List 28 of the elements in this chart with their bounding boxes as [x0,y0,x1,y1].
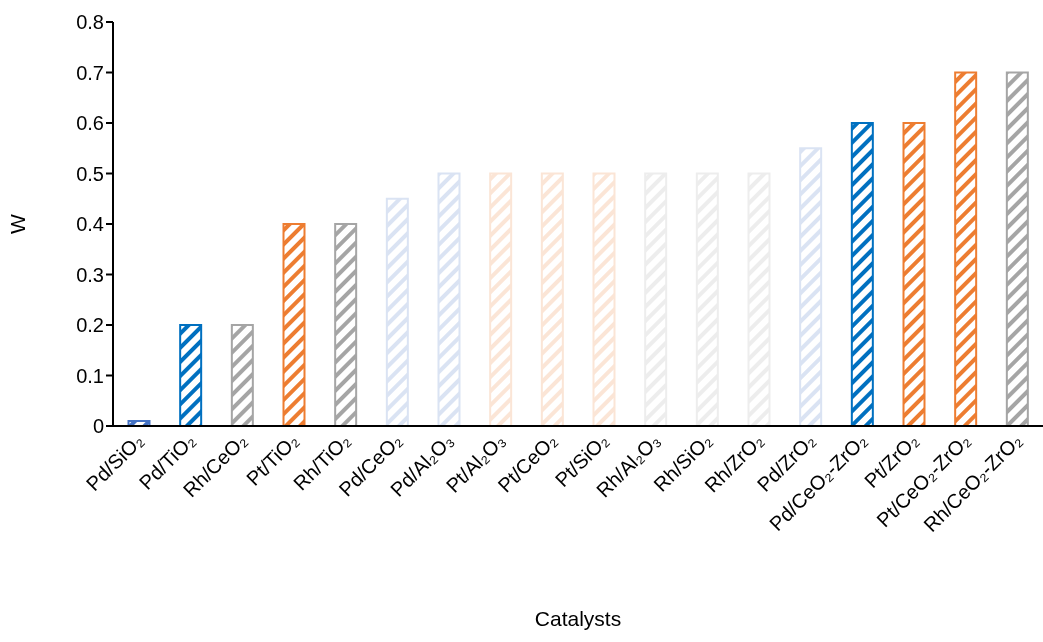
y-tick-label: 0 [92,415,104,438]
y-tick-label: 0.2 [76,314,104,337]
bar [282,223,306,426]
y-tick-label: 0.4 [76,213,104,236]
bar [179,324,203,426]
y-tick-label: 0.6 [76,112,104,135]
bar [954,71,978,426]
bar [644,172,668,426]
bar [799,147,823,426]
bar [902,122,926,426]
bar [540,172,564,426]
y-tick-label: 0.5 [76,162,104,185]
x-axis-title: Catalysts [534,607,622,630]
bar [437,172,461,426]
y-tick-label: 0.8 [76,11,104,34]
bar [850,122,874,426]
y-tick-label: 0.7 [76,61,104,84]
y-tick-label: 0.3 [76,263,104,286]
y-tick-label: 0.1 [76,364,104,387]
y-axis-title: W [6,213,30,234]
bar [334,223,358,426]
bar [1005,71,1029,426]
bar [385,197,409,426]
bar [489,172,513,426]
bar [747,172,771,426]
bar [230,324,254,426]
bar [592,172,616,426]
bar [695,172,719,426]
